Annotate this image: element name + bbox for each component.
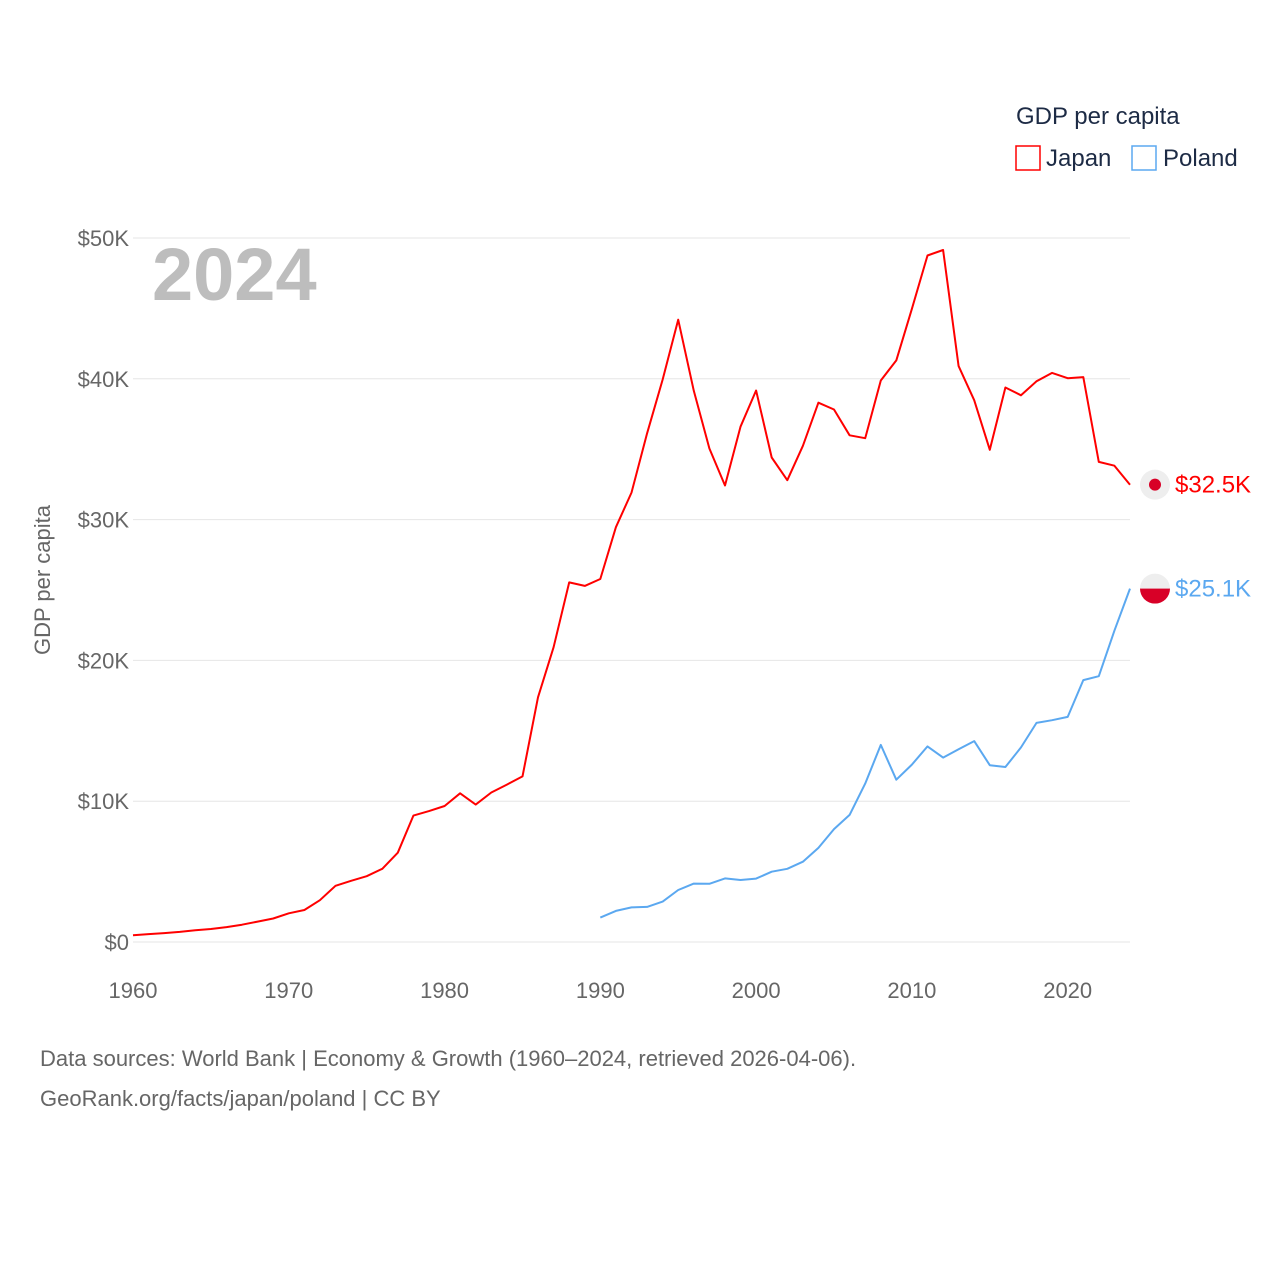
legend-title: GDP per capita bbox=[1016, 103, 1180, 130]
footer-attribution[interactable]: GeoRank.org/facts/japan/poland | CC BY bbox=[40, 1086, 441, 1111]
x-tick-label: 1990 bbox=[576, 978, 625, 1003]
x-tick-label: 1960 bbox=[109, 978, 158, 1003]
legend-label-poland[interactable]: Poland bbox=[1163, 145, 1238, 172]
y-axis-label: GDP per capita bbox=[30, 504, 55, 655]
y-tick-label: $0 bbox=[105, 930, 129, 955]
y-tick-label: $10K bbox=[78, 789, 130, 814]
footer-sources: Data sources: World Bank | Economy & Gro… bbox=[40, 1046, 857, 1071]
legend-label-japan[interactable]: Japan bbox=[1046, 145, 1111, 172]
year-label: 2024 bbox=[152, 233, 317, 316]
end-label-poland: $25.1K bbox=[1175, 576, 1251, 603]
x-tick-label: 2000 bbox=[732, 978, 781, 1003]
legend-swatch-poland[interactable] bbox=[1131, 145, 1157, 171]
series-line-poland[interactable] bbox=[599, 588, 1131, 919]
y-tick-label: $30K bbox=[78, 508, 130, 533]
flag-icon-poland bbox=[1140, 573, 1170, 604]
y-tick-label: $50K bbox=[78, 226, 130, 251]
x-tick-label: 1970 bbox=[264, 978, 313, 1003]
series-line-japan[interactable] bbox=[132, 249, 1131, 937]
legend-swatch-japan[interactable] bbox=[1015, 145, 1041, 171]
end-label-japan: $32.5K bbox=[1175, 472, 1251, 499]
x-tick-label: 1980 bbox=[420, 978, 469, 1003]
x-tick-label: 2010 bbox=[887, 978, 936, 1003]
legend: GDP per capita Japan Poland bbox=[1015, 103, 1238, 172]
x-tick-label: 2020 bbox=[1043, 978, 1092, 1003]
flag-icon-japan bbox=[1140, 469, 1170, 500]
y-tick-label: $40K bbox=[78, 367, 130, 392]
y-tick-label: $20K bbox=[78, 648, 130, 673]
